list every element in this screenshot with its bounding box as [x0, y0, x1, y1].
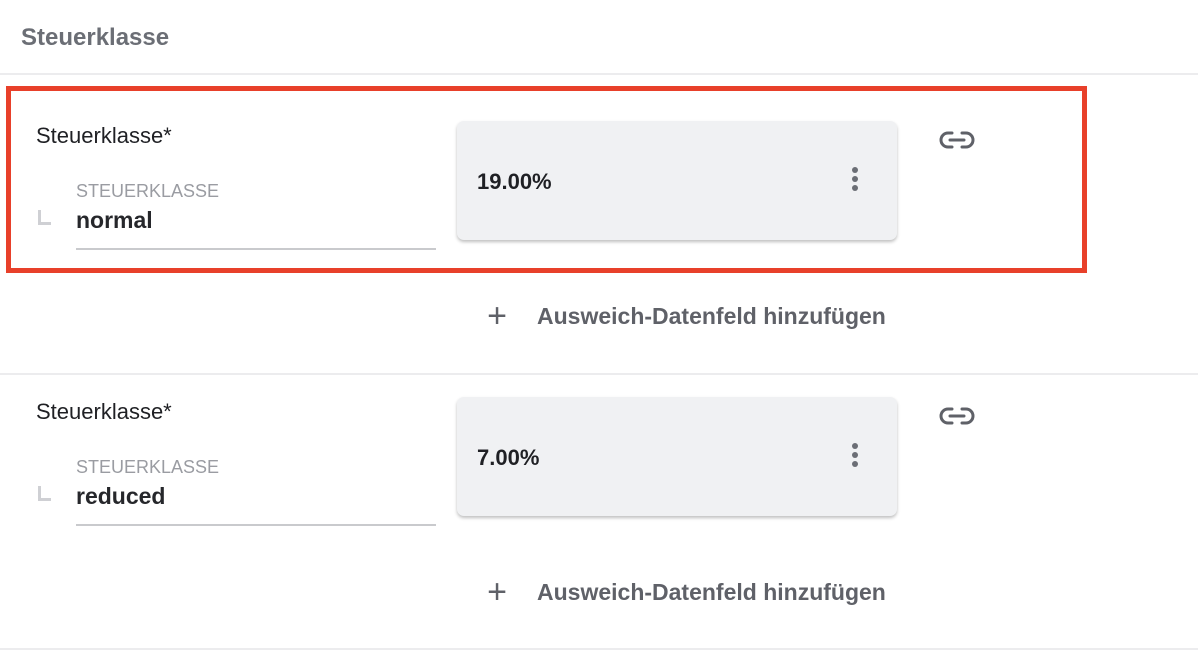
field-sublabel: STEUERKLASSE: [76, 181, 220, 201]
more-vert-icon[interactable]: [850, 443, 860, 471]
plus-icon: +: [487, 297, 507, 335]
field-label: Steuerklasse*: [36, 123, 172, 148]
input-underline: [76, 248, 436, 250]
add-fallback-field-button[interactable]: + Ausweich-Datenfeld hinzufügen: [482, 573, 886, 611]
add-fallback-label: Ausweich-Datenfeld hinzufügen: [537, 302, 886, 329]
nested-corner-icon: [38, 210, 51, 225]
field-sublabel: STEUERKLASSE: [76, 457, 220, 477]
add-fallback-label: Ausweich-Datenfeld hinzufügen: [537, 578, 886, 605]
divider: [0, 373, 1198, 375]
divider: [0, 648, 1198, 650]
value-card[interactable]: 19.00%: [457, 121, 897, 240]
divider: [0, 73, 1198, 75]
link-icon[interactable]: [938, 404, 976, 428]
tax-class-row: Steuerklasse* STEUERKLASSE reduced 7.00%…: [0, 363, 1198, 639]
tax-rate-value: 7.00%: [477, 445, 540, 470]
tax-class-value[interactable]: reduced: [76, 483, 166, 509]
input-underline: [76, 524, 436, 526]
field-label: Steuerklasse*: [36, 399, 172, 424]
highlight-box: [6, 86, 1087, 273]
tax-class-value[interactable]: normal: [76, 207, 153, 233]
value-card[interactable]: 7.00%: [457, 397, 897, 516]
section-title: Steuerklasse: [21, 24, 170, 51]
add-fallback-field-button[interactable]: + Ausweich-Datenfeld hinzufügen: [482, 297, 886, 335]
tax-class-row: Steuerklasse* STEUERKLASSE normal 19.00%…: [0, 87, 1198, 363]
more-vert-icon[interactable]: [850, 167, 860, 195]
nested-corner-icon: [38, 486, 51, 501]
tax-rate-value: 19.00%: [477, 169, 552, 194]
link-icon[interactable]: [938, 128, 976, 152]
plus-icon: +: [487, 573, 507, 611]
